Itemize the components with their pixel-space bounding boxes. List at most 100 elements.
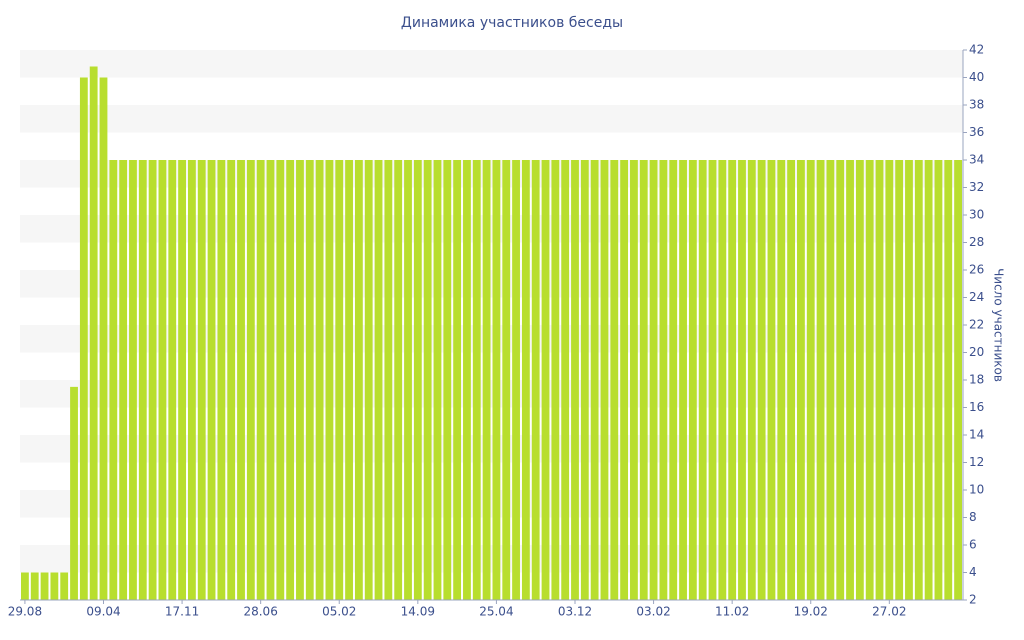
grid-band [20,50,963,78]
x-tick-label: 25.04 [479,605,513,619]
bar [885,160,894,600]
bar [797,160,805,600]
bar [30,572,39,600]
bar [237,160,245,600]
y-tick-label: 40 [969,70,984,84]
bar [60,572,69,600]
bar [924,160,933,600]
bar [89,66,98,600]
bar [463,160,471,600]
bar [659,160,668,600]
bar [620,160,629,600]
bar [630,160,638,600]
bar [767,160,776,600]
bar [679,160,687,600]
x-tick-label: 03.12 [558,605,592,619]
bar [571,160,579,600]
y-tick-label: 12 [969,455,984,469]
grid-band [20,215,963,243]
x-tick-label: 29.08 [8,605,42,619]
y-tick-label: 20 [969,345,984,359]
bar [227,160,236,600]
bar [482,160,491,600]
bar [954,160,962,600]
x-tick-label: 17.11 [165,605,199,619]
bar [806,160,815,600]
bar [708,160,717,600]
bar [256,160,265,600]
bar [610,160,619,600]
y-tick-label: 30 [969,208,984,222]
bar [914,160,923,600]
bar [531,160,540,600]
bar [305,160,314,600]
bar [335,160,344,600]
bar [129,160,137,600]
grid-band [20,435,963,463]
bar [364,160,373,600]
bar [50,572,59,600]
bar [777,160,786,600]
x-tick-label: 11.02 [715,605,749,619]
bar [345,160,353,600]
y-tick-label: 26 [969,263,984,277]
y-tick-label: 18 [969,373,984,387]
bar [816,160,825,600]
grid-band [20,545,963,573]
bar [757,160,766,600]
bar [70,386,78,600]
bar [394,160,403,600]
bar [698,160,707,600]
bar [246,160,255,600]
bar [197,160,206,600]
bar [384,160,393,600]
grid-band [20,380,963,408]
y-tick-label: 36 [969,125,984,139]
bar [590,160,599,600]
grid-band [20,490,963,518]
bar [296,160,304,600]
bar [787,160,796,600]
bar [207,160,216,600]
bar [472,160,481,600]
y-tick-label: 10 [969,483,984,497]
bar [492,160,501,600]
bar [944,160,953,600]
bar [79,77,88,600]
bar [649,160,658,600]
bar [433,160,442,600]
bar [551,160,560,600]
bar [718,160,727,600]
bar [99,77,108,600]
y-axis-label: Число участников [992,268,1006,382]
bar [109,160,118,600]
x-tick-label: 19.02 [794,605,828,619]
bar [865,160,874,600]
bar [738,160,746,600]
bar [286,160,295,600]
x-tick-label: 27.02 [872,605,906,619]
bar [502,160,511,600]
bar [40,572,49,600]
bar [443,160,452,600]
x-tick-label: 28.06 [243,605,277,619]
grid-band [20,270,963,298]
bar [138,160,147,600]
bar [453,160,462,600]
bar [669,160,678,600]
x-tick-label: 14.09 [401,605,435,619]
bar [325,160,334,600]
y-tick-label: 24 [969,290,984,304]
bar [934,160,943,600]
bar [728,160,737,600]
bar [836,160,845,600]
y-tick-label: 32 [969,180,984,194]
y-tick-label: 2 [969,593,977,607]
bar [21,572,29,600]
bar [315,160,324,600]
grid-band [20,325,963,353]
bar [404,160,412,600]
x-tick-label: 09.04 [86,605,120,619]
y-tick-label: 14 [969,428,984,442]
bar [521,160,530,600]
